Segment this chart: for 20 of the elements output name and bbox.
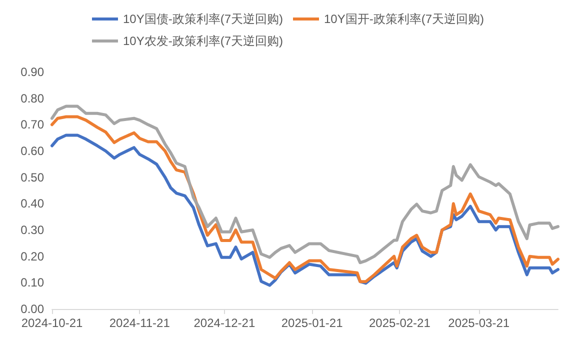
x-tick-label: 2024-10-21: [21, 316, 84, 330]
legend-label: 10Y国债-政策利率(7天逆回购): [122, 12, 284, 26]
y-tick-label: 0.40: [20, 196, 44, 211]
y-tick-label: 0.90: [20, 65, 44, 79]
y-tick-label: 0.10: [20, 276, 44, 290]
x-tick-label: 2025-01-21: [281, 316, 344, 330]
x-tick-label: 2024-12-21: [194, 316, 256, 330]
y-tick-label: 0.20: [20, 249, 44, 264]
legend-label: 10Y农发-政策利率(7天逆回购): [122, 34, 284, 48]
y-tick-label: 0.50: [20, 170, 44, 184]
y-tick-label: 0.60: [20, 144, 44, 158]
y-tick-label: 0.80: [20, 91, 44, 106]
line-series: [50, 104, 560, 264]
x-tick-label: 2025-02-21: [369, 316, 431, 330]
x-tick-label: 2024-11-21: [109, 316, 170, 330]
legend-label: 10Y国开-政策利率(7天逆回购): [324, 12, 484, 26]
y-tick-label: 0.70: [20, 118, 44, 132]
y-tick-label: 0.00: [20, 302, 44, 316]
y-tick-label: 0.30: [20, 223, 44, 237]
x-tick-label: 2025-03-21: [448, 316, 510, 330]
